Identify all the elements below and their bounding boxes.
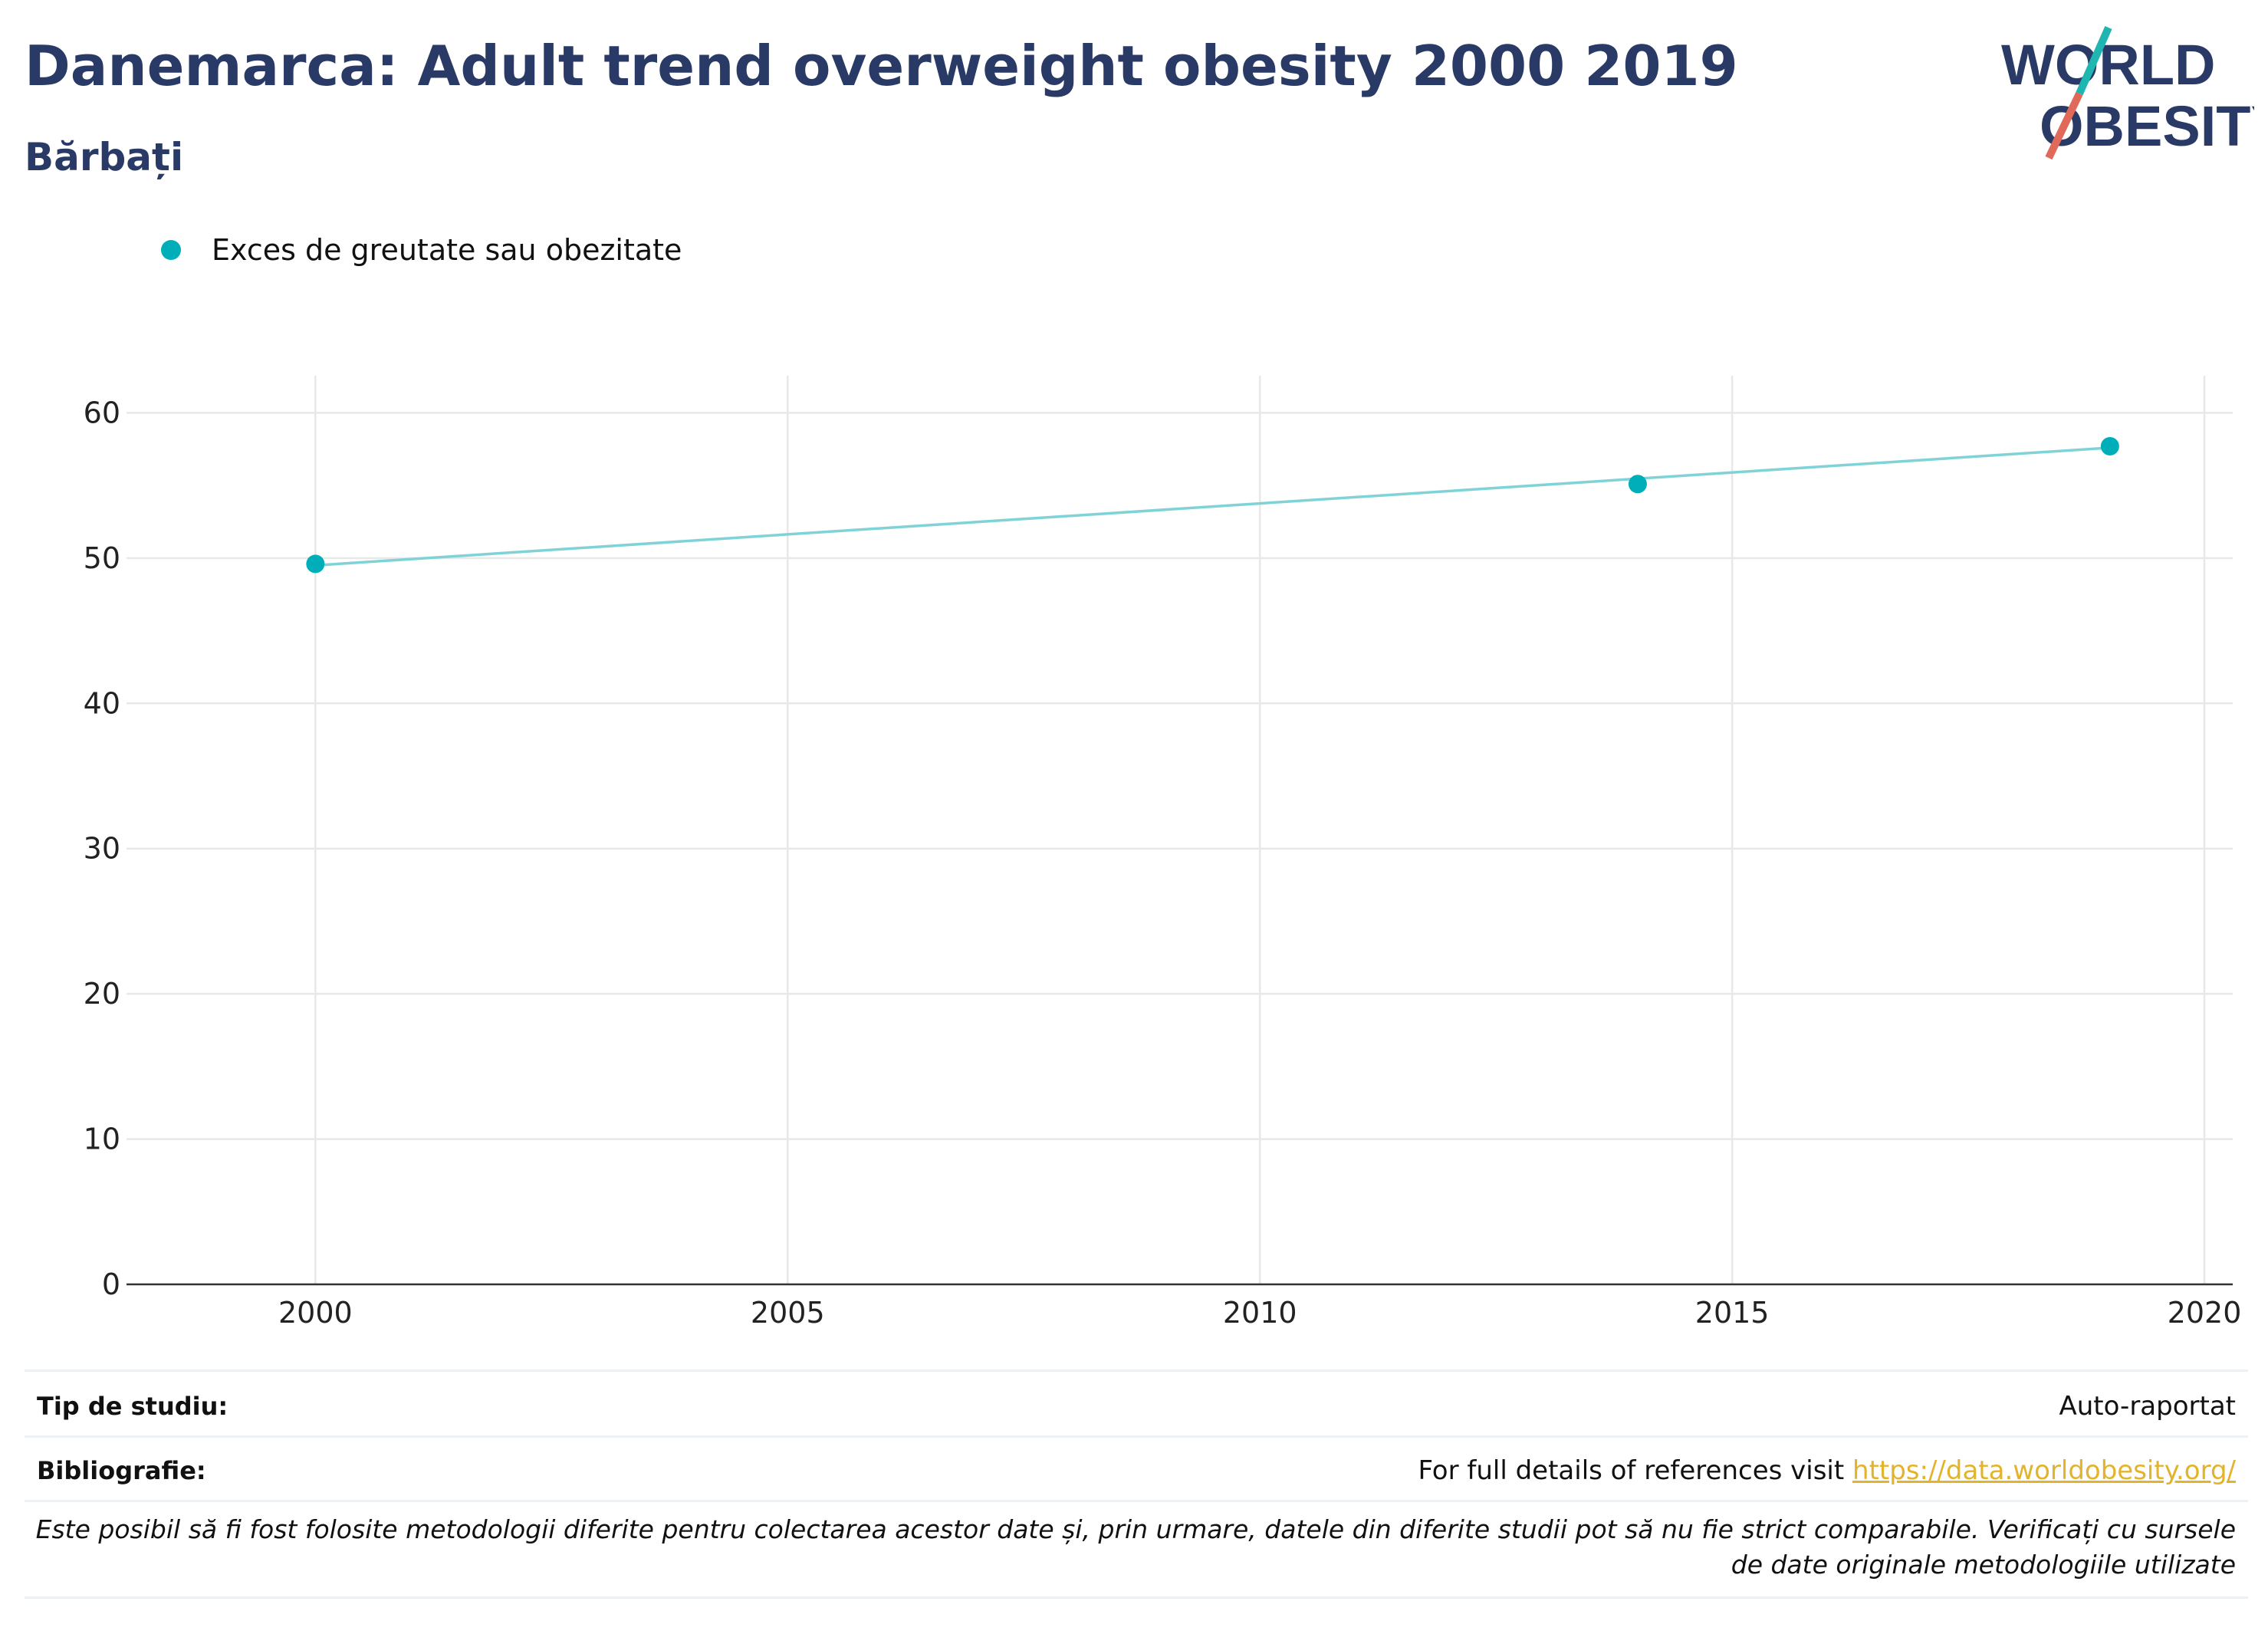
chart-title: Danemarca: Adult trend overweight obesit… bbox=[25, 34, 1738, 98]
y-tick-label: 40 bbox=[84, 686, 120, 720]
logo-slash-top bbox=[2076, 25, 2112, 96]
y-tick-label: 60 bbox=[84, 396, 120, 429]
bibliography-text: For full details of references visit bbox=[1418, 1455, 1845, 1486]
chart-marks bbox=[306, 436, 2119, 574]
chart-grid bbox=[127, 376, 2233, 1284]
y-tick-label: 50 bbox=[84, 541, 120, 575]
chart-footer: Tip de studiu: Auto-raportat Bibliografi… bbox=[25, 1365, 2248, 1610]
x-tick-label: 2000 bbox=[278, 1296, 353, 1330]
data-point bbox=[1628, 475, 1647, 494]
bibliography-label: Bibliografie: bbox=[37, 1456, 206, 1485]
x-tick-label: 2010 bbox=[1223, 1296, 1297, 1330]
world-obesity-logo: WORLD OBESITY bbox=[2001, 25, 2254, 160]
x-tick-label: 2015 bbox=[1695, 1296, 1770, 1330]
footer-divider bbox=[25, 1500, 2248, 1502]
logo-slash-bottom bbox=[2045, 91, 2083, 160]
chart-legend: Exces de greutate sau obezitate bbox=[161, 228, 682, 271]
bibliography-value: For full details of references visit htt… bbox=[1418, 1455, 2248, 1486]
x-tick-label: 2020 bbox=[2168, 1296, 2242, 1330]
study-type-value: Auto-raportat bbox=[2059, 1391, 2236, 1422]
chart-axes: 0 10 20 30 40 50 60 2000 2005 2010 2015 2020 bbox=[84, 396, 2242, 1330]
y-tick-label: 20 bbox=[84, 977, 120, 1011]
y-tick-label: 0 bbox=[102, 1267, 120, 1301]
y-tick-label: 10 bbox=[84, 1123, 120, 1156]
methodology-note: Este posibil să fi fost folosite metodol… bbox=[35, 1514, 2236, 1580]
line-chart: 0 10 20 30 40 50 60 2000 2005 2010 2015 2020 bbox=[84, 376, 2242, 1330]
study-type-row: Tip de studiu: Auto-raportat bbox=[25, 1383, 2248, 1429]
data-point bbox=[306, 554, 325, 574]
footer-divider bbox=[25, 1596, 2248, 1599]
footer-divider bbox=[25, 1369, 2248, 1372]
footer-divider bbox=[25, 1435, 2248, 1438]
bibliography-link[interactable]: https://data.worldobesity.org/ bbox=[1852, 1455, 2236, 1486]
legend-label: Exces de greutate sau obezitate bbox=[212, 233, 682, 267]
chart-subtitle: Bărbați bbox=[25, 135, 184, 179]
logo-line1: WORLD bbox=[2001, 33, 2216, 97]
study-type-label: Tip de studiu: bbox=[37, 1392, 228, 1421]
bibliography-row: Bibliografie: For full details of refere… bbox=[25, 1448, 2248, 1494]
legend-marker bbox=[161, 240, 181, 260]
data-point bbox=[2100, 436, 2119, 455]
trend-line bbox=[315, 446, 2110, 567]
y-tick-label: 30 bbox=[84, 832, 120, 866]
x-tick-label: 2005 bbox=[751, 1296, 825, 1330]
